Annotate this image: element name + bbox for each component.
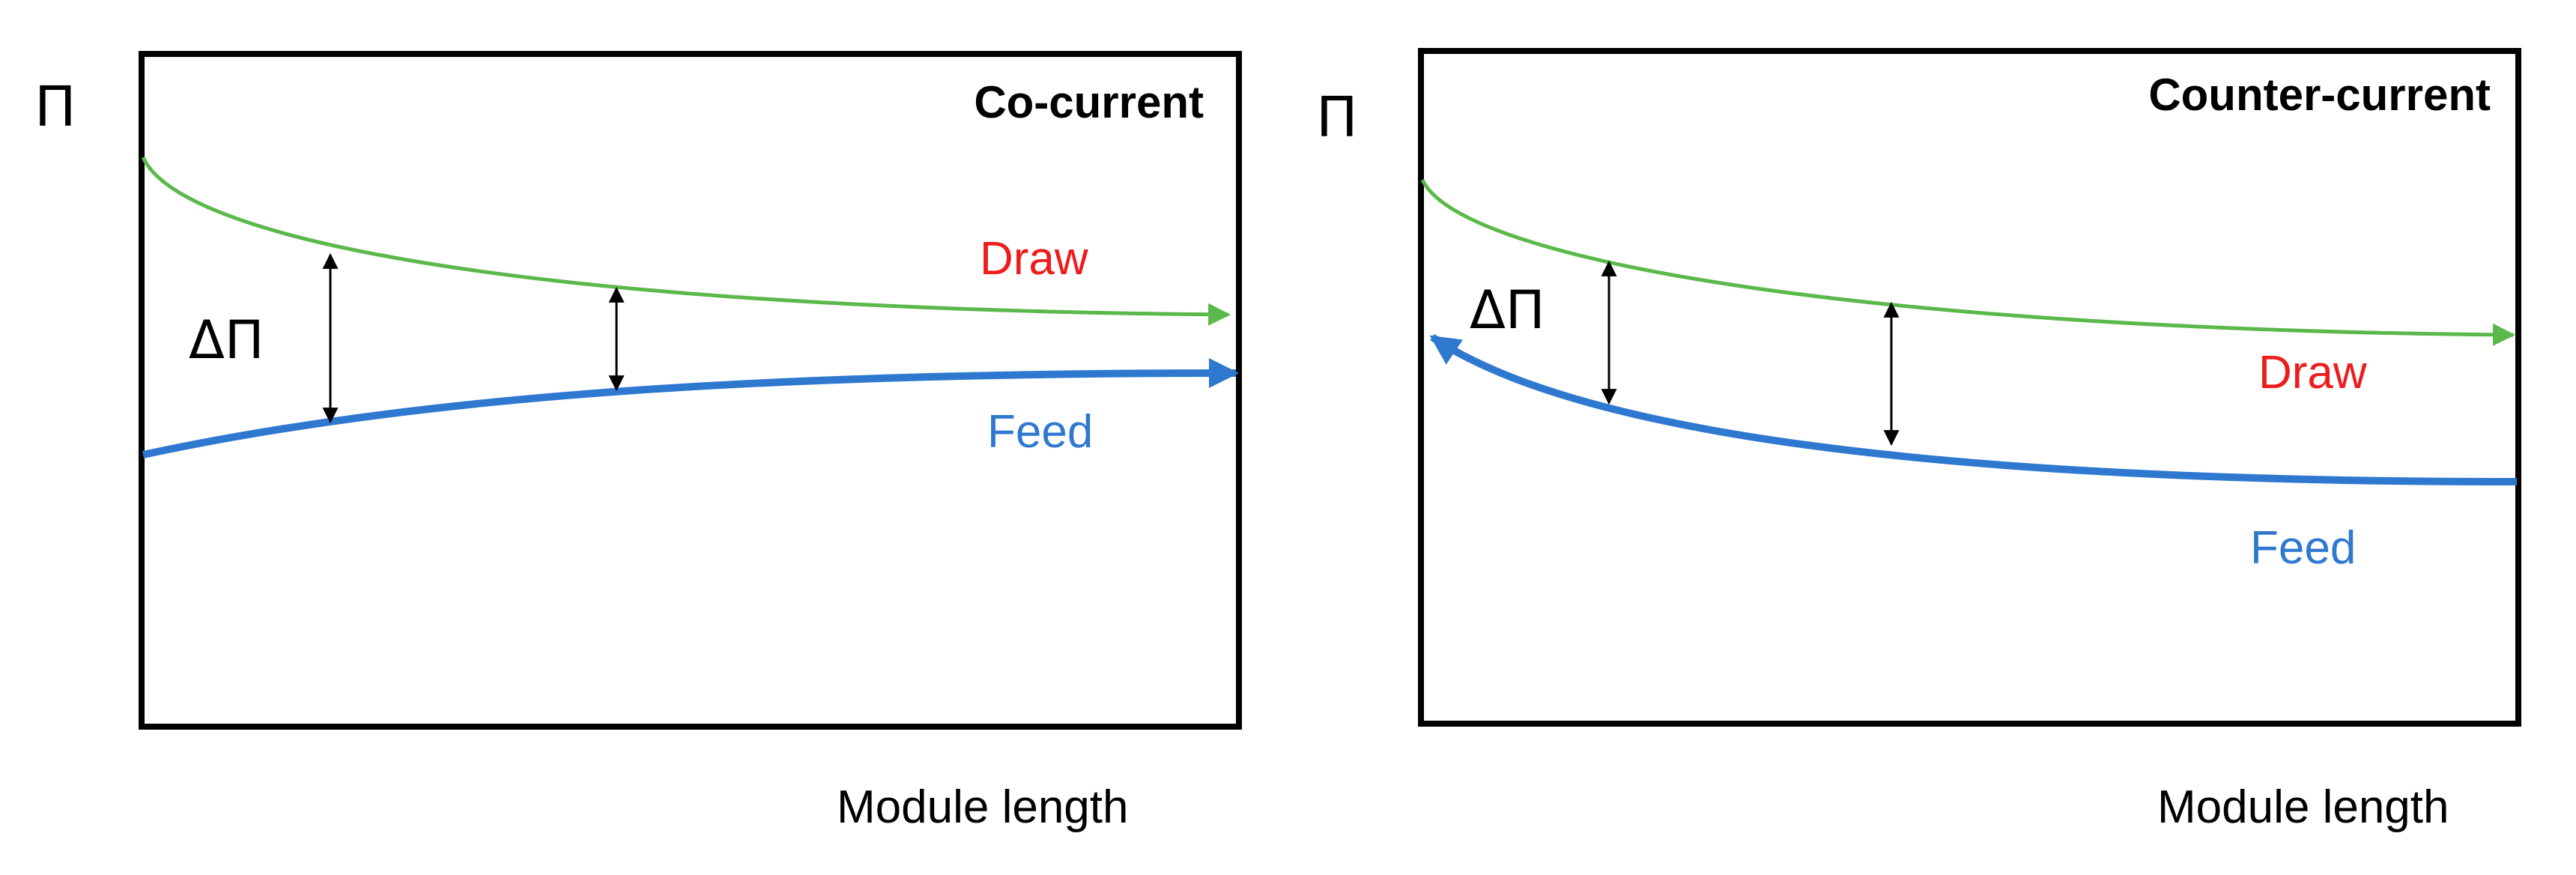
delta-pi-label: ΔΠ: [189, 309, 264, 371]
draw-label: Draw: [980, 233, 1088, 285]
panel-counter-current: Π Counter-current ΔΠ Draw Feed Module le…: [1316, 48, 2521, 833]
panel-title: Counter-current: [2148, 70, 2491, 120]
panel-title: Co-current: [974, 77, 1204, 127]
draw-curve: [141, 156, 1231, 326]
panel-frame: [139, 51, 1242, 730]
panel-frame: [1418, 48, 2521, 727]
feed-label: Feed: [987, 406, 1093, 458]
feed-curve: [142, 358, 1239, 458]
x-axis-label: Module length: [837, 781, 1129, 833]
y-axis-symbol: Π: [34, 75, 76, 139]
draw-curve: [1420, 178, 2515, 346]
feed-label: Feed: [2250, 522, 2356, 574]
x-axis-label: Module length: [2157, 781, 2449, 833]
feed-curve: [1429, 333, 2518, 485]
y-axis-symbol: Π: [1316, 85, 1358, 150]
panel-co-current: Π Co-current ΔΠ Draw Feed Module length: [34, 51, 1242, 833]
draw-label: Draw: [2258, 347, 2367, 399]
delta-pi-label: ΔΠ: [1470, 279, 1545, 341]
